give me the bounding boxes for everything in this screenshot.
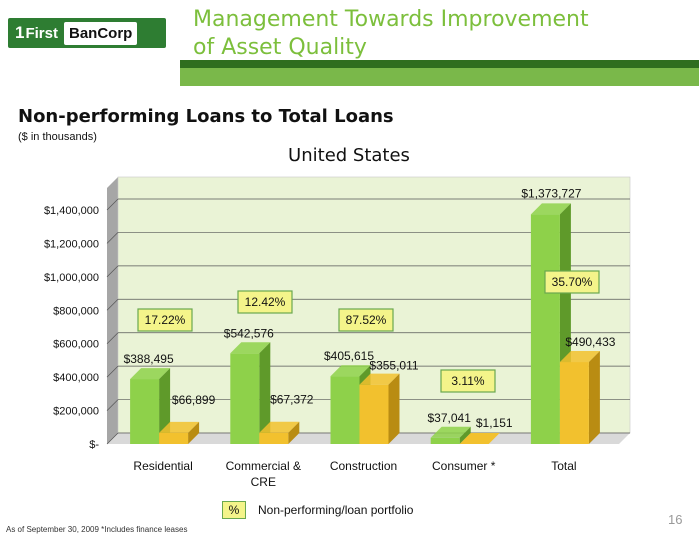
slide-title: Management Towards Improvement of Asset … [193,6,589,62]
percent-badge [137,308,193,332]
x-tick-label: Consumer * [432,459,496,473]
gridline-wall [106,365,119,378]
bar-yellow-top [459,433,500,444]
bar-green [230,353,260,444]
chart-side-wall [107,177,118,444]
percent-badge [338,308,394,332]
slide-title-line2: of Asset Quality [193,35,367,60]
data-label-green: $1,373,727 [521,186,581,200]
bar-yellow-top [559,351,600,363]
header-band-cutout [0,60,180,86]
bar-yellow-side [388,373,400,444]
gridline-wall [106,265,119,278]
percent-badge [440,369,496,393]
bar-green-top [330,365,371,377]
percent-badge-label: 87.52% [346,313,387,327]
bar-green [530,214,560,444]
y-tick-label: $- [89,439,99,451]
bar-yellow-side [288,421,300,444]
legend-percent-box: % [222,501,246,519]
percent-badge [544,270,600,294]
percent-badge-label: 3.11% [451,374,484,388]
legend: % Non-performing/loan portfolio [222,501,413,519]
y-tick-label: $600,000 [53,339,99,351]
data-label-green: $542,576 [224,326,274,340]
bar-green-side [459,426,471,444]
footnote: As of September 30, 2009 *Includes finan… [6,525,188,534]
bar-yellow [559,362,589,444]
x-tick-label: Total [551,459,576,473]
bar-yellow-top [359,373,400,385]
gridline-wall [106,299,119,311]
bar-yellow [159,432,189,444]
firstbancorp-logo: 1 First BanCorp [8,18,166,48]
bar-green [330,376,360,444]
bar-yellow [359,384,389,444]
percent-badge [237,290,293,314]
y-tick-label: $1,400,000 [44,205,99,217]
x-tick-label: Residential [133,459,192,473]
bar-chart: United States $- $200,000 $400,000 $600,000 $… [44,145,631,489]
data-label-green: $37,041 [428,411,472,425]
header: 1 First BanCorp Management Towards Impro… [0,0,699,86]
percent-badge-label: 17.22% [145,313,186,327]
x-tick-label: CRE [251,475,276,489]
bar-yellow [259,432,289,444]
gridline-wall [106,332,119,344]
data-label-yellow: $355,011 [369,359,418,373]
logo-mark: 1 [15,23,25,42]
bar-green-top [130,368,171,380]
percent-badge-label: 35.70% [552,275,593,289]
bar-green-top [430,426,471,438]
y-tick-label: $800,000 [53,305,99,317]
gridline-wall [106,232,119,244]
percent-badge-label: 12.42% [245,295,286,309]
x-tick-label: Commercial & [226,459,301,473]
slide-title-line1: Management Towards Improvement [193,7,589,32]
bar-green [430,437,460,444]
bar-yellow-top [159,421,200,433]
gridline-wall [106,399,119,411]
chart-section-title: Non-performing Loans to Total Loans [18,106,394,127]
data-label-green: $388,495 [124,352,174,366]
data-label-green: $405,615 [324,349,374,363]
logo-first: First [25,24,58,42]
bar-green [130,379,160,444]
data-label-yellow: $66,899 [172,393,216,407]
bar-yellow-side [188,421,200,444]
units-note: ($ in thousands) [18,131,97,143]
bar-yellow-side [588,351,600,444]
logo-bancorp: BanCorp [63,21,138,45]
y-tick-label: $200,000 [53,406,99,418]
x-tick-label: Construction [330,459,397,473]
y-tick-label: $400,000 [53,372,99,384]
page-number: 16 [668,512,683,527]
data-label-yellow: $490,433 [565,335,615,349]
bar-green-side [259,342,271,444]
chart-title: United States [288,145,410,166]
gridline-wall [106,432,119,445]
bar-green-top [230,342,271,354]
y-tick-label: $1,200,000 [44,238,99,250]
header-band-dark [0,60,699,68]
gridline-wall [106,198,119,211]
bar-yellow-top [259,421,300,433]
legend-text: Non-performing/loan portfolio [258,503,414,517]
data-label-yellow: $67,372 [270,393,314,407]
bar-green-top [530,203,571,215]
y-tick-label: $1,000,000 [44,272,99,284]
data-label-yellow: $1,151 [476,416,513,430]
